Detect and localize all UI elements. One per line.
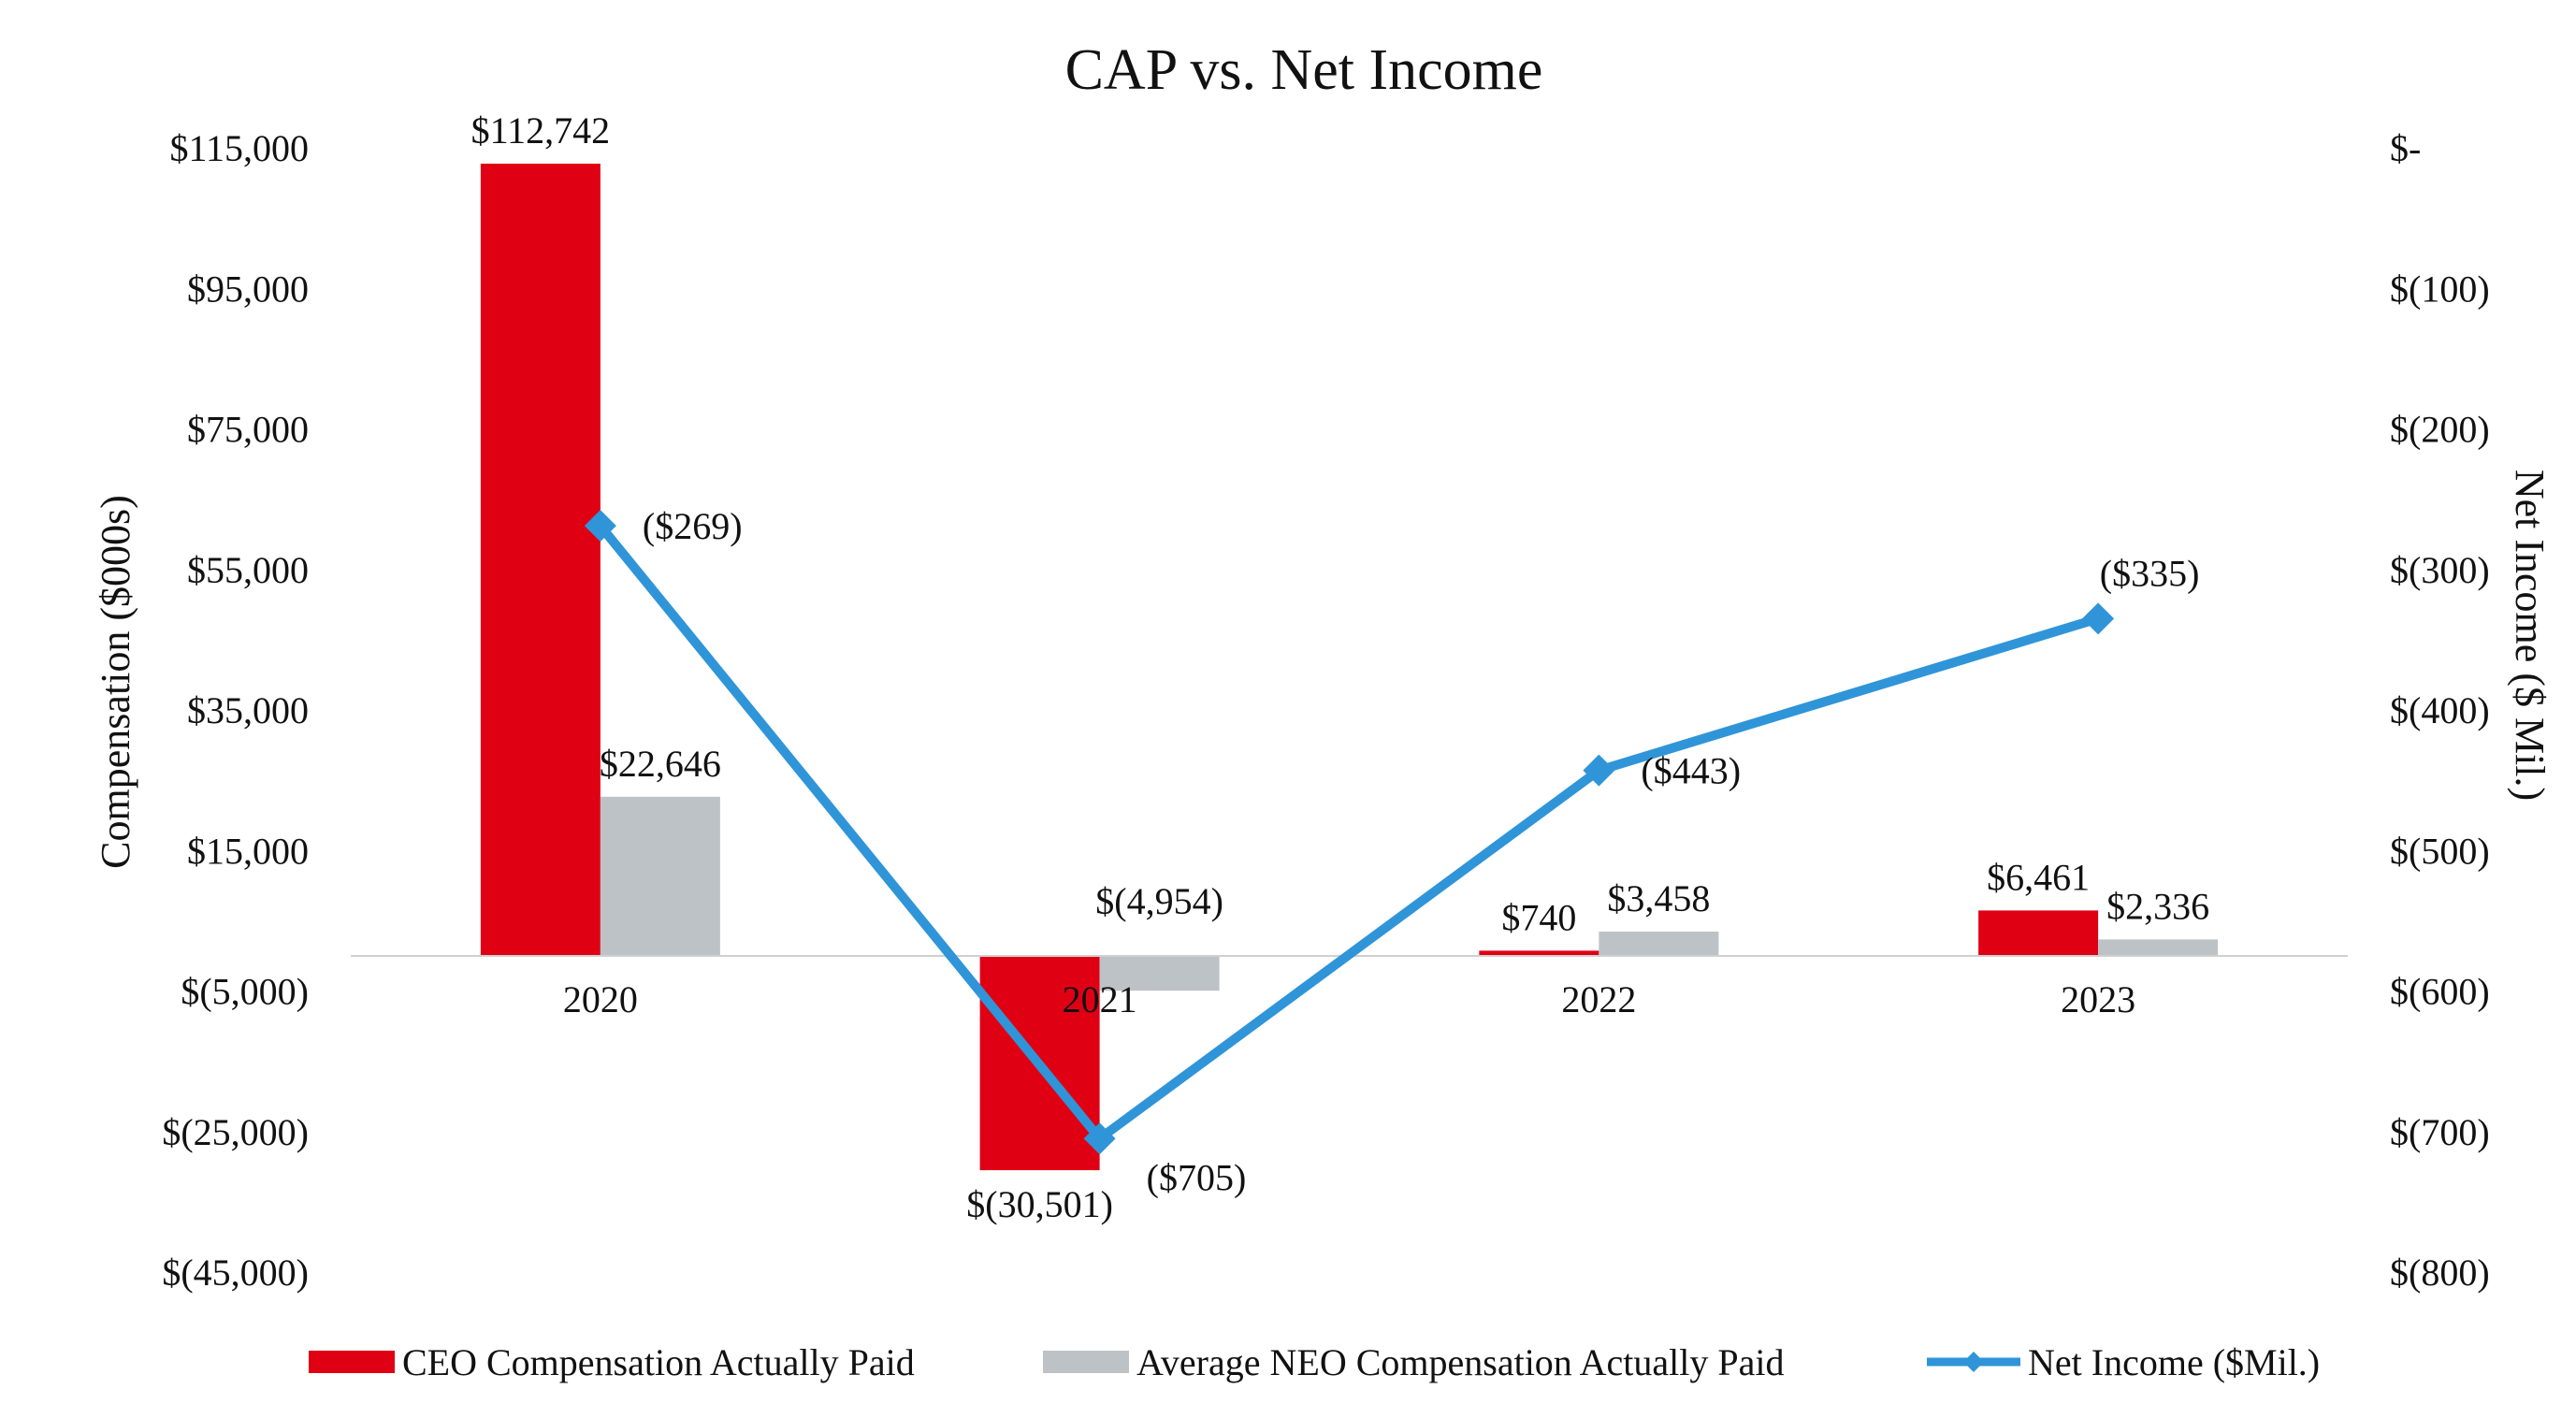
bar-neo xyxy=(600,796,720,956)
y-tick-label: $95,000 xyxy=(187,268,309,310)
net-income-marker xyxy=(2082,602,2115,635)
data-label: $112,742 xyxy=(471,109,611,152)
legend-label: Average NEO Compensation Actually Paid xyxy=(1136,1341,1784,1383)
y-tick-label: $35,000 xyxy=(187,689,309,731)
chart-title: CAP vs. Net Income xyxy=(1065,38,1543,102)
y2-tick-label: $(400) xyxy=(2390,689,2490,731)
x-tick-label: 2023 xyxy=(2061,978,2135,1020)
line-data-label: ($335) xyxy=(2100,552,2200,594)
y2-tick-label: $(200) xyxy=(2390,409,2490,451)
y-tick-label: $(5,000) xyxy=(181,971,309,1013)
legend-marker xyxy=(1963,1352,1984,1372)
line-data-label: ($705) xyxy=(1147,1156,1247,1198)
net-income-marker xyxy=(584,510,616,543)
x-tick-label: 2020 xyxy=(563,978,638,1020)
bar-ceo xyxy=(480,163,601,956)
data-label: $22,646 xyxy=(600,743,721,785)
y-tick-label: $115,000 xyxy=(169,127,309,169)
data-label: $(30,501) xyxy=(966,1183,1113,1225)
y-tick-label: $15,000 xyxy=(187,830,309,872)
data-label: $(4,954) xyxy=(1095,880,1223,922)
data-label: $2,336 xyxy=(2106,885,2209,927)
data-label: $740 xyxy=(1501,896,1576,938)
line-data-label: ($443) xyxy=(1641,750,1741,792)
line-data-label: ($269) xyxy=(643,505,743,547)
y-tick-label: $55,000 xyxy=(187,549,309,591)
bar-neo xyxy=(2098,939,2219,956)
bar-neo xyxy=(1599,931,1719,956)
legend-label: CEO Compensation Actually Paid xyxy=(402,1341,915,1383)
net-income-marker xyxy=(1583,754,1615,787)
legend-swatch xyxy=(1043,1351,1129,1373)
y2-tick-label: $(800) xyxy=(2390,1252,2490,1294)
y-tick-label: $75,000 xyxy=(187,409,309,451)
bar-ceo xyxy=(1978,910,2099,956)
bar-neo xyxy=(1099,955,1220,991)
y2-tick-label: $- xyxy=(2390,127,2421,169)
legend-label: Net Income ($Mil.) xyxy=(2028,1341,2320,1383)
y2-tick-label: $(700) xyxy=(2390,1111,2490,1153)
legend-swatch xyxy=(309,1351,395,1373)
y-axis-title: Compensation ($000s) xyxy=(93,495,138,869)
y-tick-label: $(25,000) xyxy=(162,1111,309,1153)
y2-tick-label: $(100) xyxy=(2390,268,2490,310)
data-label: $3,458 xyxy=(1607,877,1710,919)
y2-tick-label: $(500) xyxy=(2390,830,2490,872)
x-tick-label: 2022 xyxy=(1561,978,1636,1020)
bar-ceo xyxy=(1479,950,1599,956)
net-income-marker xyxy=(1083,1122,1116,1155)
y2-tick-label: $(300) xyxy=(2390,549,2490,591)
y2-tick-label: $(600) xyxy=(2390,971,2490,1013)
y-tick-label: $(45,000) xyxy=(162,1252,309,1294)
x-tick-label: 2021 xyxy=(1063,978,1137,1020)
data-label: $6,461 xyxy=(1987,856,2090,898)
net-income-line xyxy=(596,523,2100,1144)
y2-axis-title: Net Income ($ Mil.) xyxy=(2507,470,2553,801)
